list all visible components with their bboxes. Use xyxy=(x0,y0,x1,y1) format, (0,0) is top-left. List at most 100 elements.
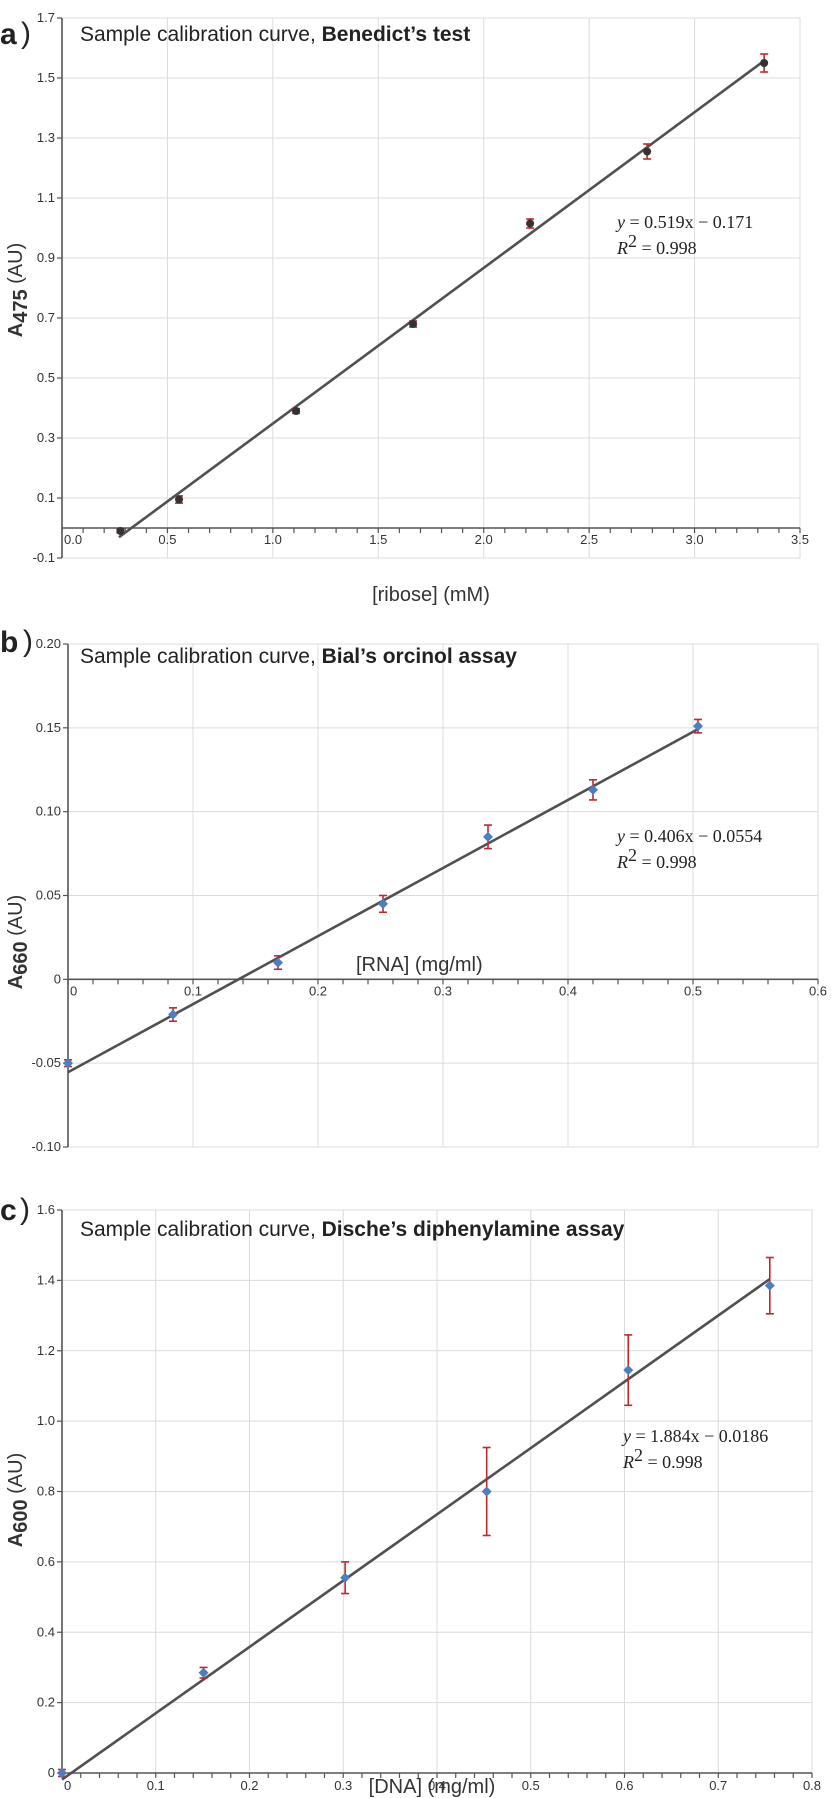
y-tick-label: -0.10 xyxy=(31,1139,61,1154)
data-point xyxy=(643,147,652,156)
panel-b-title: Sample calibration curve, Bial’s orcinol… xyxy=(80,645,517,668)
panel-a-fit-line xyxy=(118,59,765,539)
data-point xyxy=(693,721,703,732)
y-tick-label: -0.1 xyxy=(33,550,55,565)
x-tick-label: 3.5 xyxy=(791,532,809,547)
panel-a-y-axis-label: A475 (AU) xyxy=(5,243,32,338)
panel-c-letter: c xyxy=(0,1194,17,1227)
panel-a-tick-labels: 0.0 0.5 1.0 1.5 2.0 2.5 3.0 3.5 -0.1 0.1 0.3 0.5 0.7… xyxy=(33,10,809,565)
x-tick-label: 0.3 xyxy=(434,983,452,998)
x-tick-label: 0.4 xyxy=(559,983,577,998)
x-tick-label: 0.3 xyxy=(334,1778,352,1793)
panel-c-tick-labels: 0 0.1 0.2 0.3 0.4 0.5 0.6 0.7 0.8 0 0.2 0.4 0.6 0.8 1.… xyxy=(37,1202,821,1793)
data-point xyxy=(198,1667,209,1678)
data-point xyxy=(764,1280,775,1291)
y-tick-label: 1.5 xyxy=(37,70,55,85)
regression-line xyxy=(61,1277,771,1781)
y-tick-label: 1.6 xyxy=(37,1202,55,1217)
y-tick-label: 1.0 xyxy=(37,1413,55,1428)
panel-b-tick-labels: 0 0.1 0.2 0.3 0.4 0.5 0.6 -0.10 -0.05 0 0.05 0.10 0.… xyxy=(31,636,827,1154)
data-point xyxy=(588,784,598,795)
panel-c: c ) Sample calibration curve, Dische’s d… xyxy=(0,1193,821,1798)
panel-a-paren: ) xyxy=(21,17,31,50)
panel-c-r-squared: R2 = 0.998 xyxy=(622,1445,703,1472)
data-point xyxy=(378,898,388,909)
y-tick-label: 1.2 xyxy=(37,1343,55,1358)
panel-c-title: Sample calibration curve, Dische’s diphe… xyxy=(80,1218,625,1241)
panel-c-y-axis-label: A600 (AU) xyxy=(5,1453,32,1548)
panel-c-gridlines xyxy=(61,1209,813,1774)
data-point xyxy=(292,407,301,415)
x-tick-label: 0.5 xyxy=(684,983,702,998)
svg-text:A660 (AU): A660 (AU) xyxy=(5,895,32,990)
x-tick-label: 0.6 xyxy=(809,983,827,998)
y-tick-label: 0 xyxy=(54,971,61,986)
x-tick-label: 0.0 xyxy=(64,532,82,547)
panel-c-paren: ) xyxy=(20,1193,30,1226)
panel-c-equation: y = 1.884x − 0.0186 xyxy=(621,1426,768,1446)
panel-a-plot-frame xyxy=(61,17,801,559)
panel-a: a ) Sample calibration curve, Benedict’s… xyxy=(0,10,809,606)
panel-a-letter: a xyxy=(0,18,17,51)
x-tick-label: 2.0 xyxy=(475,532,493,547)
panel-b-gridlines xyxy=(67,643,819,1148)
x-tick-label: 0.1 xyxy=(184,983,202,998)
panel-a-r-squared: R2 = 0.998 xyxy=(616,231,697,258)
data-point xyxy=(175,495,184,504)
x-tick-label: 0.7 xyxy=(709,1778,727,1793)
panel-b-r-squared: R2 = 0.998 xyxy=(616,845,697,872)
x-tick-label: 0.1 xyxy=(147,1778,165,1793)
data-point xyxy=(168,1009,178,1020)
svg-text:A600 (AU): A600 (AU) xyxy=(5,1453,32,1548)
panel-a-axes xyxy=(57,17,801,559)
y-tick-label: 0.4 xyxy=(37,1624,55,1639)
y-tick-label: 0.9 xyxy=(37,250,55,265)
panel-b-data-points xyxy=(63,718,703,1069)
y-tick-label: 0.10 xyxy=(36,804,61,819)
y-tick-label: 0.5 xyxy=(37,370,55,385)
panel-a-equation: y = 0.519x − 0.171 xyxy=(615,212,753,232)
svg-text:A475 (AU): A475 (AU) xyxy=(5,243,32,338)
y-tick-label: 1.3 xyxy=(37,130,55,145)
y-tick-label: 0.15 xyxy=(36,720,61,735)
y-tick-label: 0.3 xyxy=(37,430,55,445)
data-point xyxy=(273,957,283,968)
data-point xyxy=(63,1058,73,1069)
panel-c-x-axis-label: [DNA] (mg/ml) xyxy=(369,1776,496,1798)
panel-c-data-points xyxy=(57,1256,775,1778)
x-tick-label: 0 xyxy=(64,1778,71,1793)
data-point xyxy=(57,1768,67,1778)
y-tick-label: 0.2 xyxy=(37,1695,55,1710)
panel-b: b ) Sample calibration curve, Bial’s orc… xyxy=(0,625,827,1154)
y-tick-label: 1.7 xyxy=(37,10,55,25)
y-tick-label: 0 xyxy=(48,1765,55,1780)
data-point xyxy=(760,59,769,67)
data-point xyxy=(340,1572,351,1583)
x-tick-label: 0.5 xyxy=(522,1778,540,1793)
panel-b-paren: ) xyxy=(23,625,33,658)
panel-a-gridlines xyxy=(61,17,801,559)
y-tick-label: 1.1 xyxy=(37,190,55,205)
panel-c-fit-line xyxy=(61,1277,771,1781)
x-tick-label: 3.0 xyxy=(686,532,704,547)
panel-b-y-axis-label: A660 (AU) xyxy=(5,895,32,990)
y-tick-label: 0.6 xyxy=(37,1554,55,1569)
x-tick-label: 1.0 xyxy=(264,532,282,547)
panel-a-title: Sample calibration curve, Benedict’s tes… xyxy=(80,23,470,46)
regression-line xyxy=(118,59,765,539)
x-tick-label: 2.5 xyxy=(580,532,598,547)
x-tick-label: 0.6 xyxy=(615,1778,633,1793)
x-tick-label: 1.5 xyxy=(369,532,387,547)
data-point xyxy=(526,219,535,228)
x-tick-label: 0 xyxy=(70,983,77,998)
y-tick-label: 1.4 xyxy=(37,1272,55,1287)
y-tick-label: 0.8 xyxy=(37,1484,55,1499)
y-tick-label: 0.05 xyxy=(36,888,61,903)
x-tick-label: 0.5 xyxy=(158,532,176,547)
y-tick-label: 0.1 xyxy=(37,490,55,505)
panel-a-data-points xyxy=(116,53,769,535)
data-point xyxy=(116,527,125,535)
x-tick-label: 0.2 xyxy=(309,983,327,998)
data-point xyxy=(623,1365,634,1376)
data-point xyxy=(409,320,418,328)
